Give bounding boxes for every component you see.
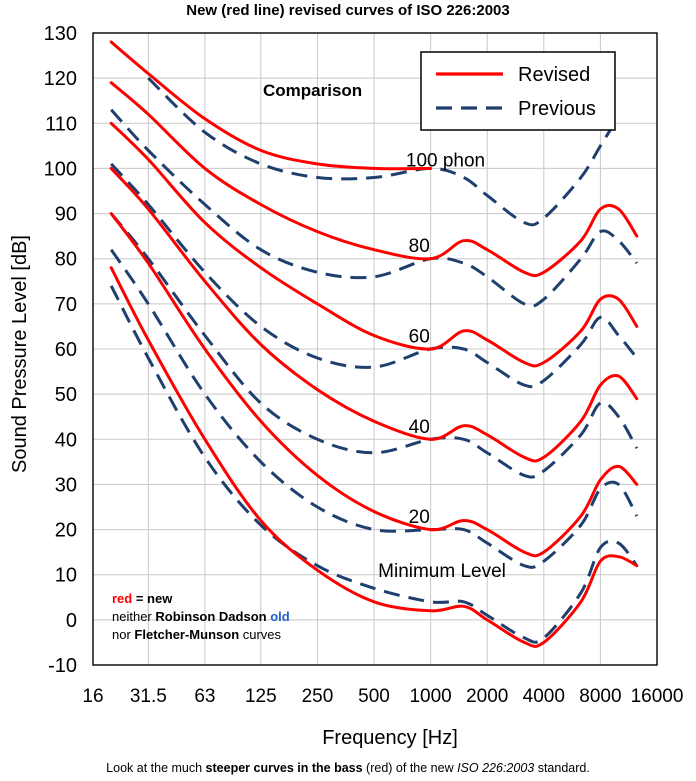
note-line2-bold: Robinson Dadson [155,609,266,624]
series-line-revised-80-phon [109,81,639,278]
curve-label: 40 [409,417,430,438]
y-tick-label: 120 [44,68,77,90]
legend-label-revised: Revised [518,64,590,86]
x-tick-label: 31.5 [130,686,167,707]
y-tick-label: 20 [55,520,77,542]
y-tick-label: -10 [48,655,77,677]
chart-title: Comparison [263,81,362,100]
x-tick-label: 16000 [631,686,684,707]
note-line3-pre: nor [112,627,134,642]
legend-note: red = new neither Robinson Dadson old nor … [112,591,290,642]
note-line2-old: old [267,609,290,624]
caption-bold: steeper curves in the bass [205,761,363,775]
y-tick-label: 0 [66,610,77,632]
x-tick-label: 2000 [466,686,508,707]
y-tick-label: 70 [55,294,77,316]
curve-label: 100 phon [406,150,485,171]
x-tick-label: 16 [82,686,103,707]
series-line-revised-60-phon [109,121,639,368]
y-tick-label: 80 [55,249,77,271]
x-tick-label: 125 [245,686,277,707]
y-tick-label: 40 [55,429,77,451]
x-tick-label: 8000 [579,686,621,707]
y-tick-label: 130 [44,23,77,45]
figure-title: New (red line) revised curves of ISO 226… [186,2,510,19]
y-axis-label: Sound Pressure Level [dB] [9,235,31,473]
curve-label: Minimum Level [378,561,506,582]
y-tick-label: 50 [55,384,77,406]
y-tick-label: 10 [55,565,77,587]
legend-box [420,51,616,131]
note-line3-post: curves [239,627,281,642]
series-line-revised-20-phon [109,212,639,558]
caption-mid: (red) of the new [362,761,458,775]
x-tick-label: 250 [302,686,334,707]
note-line3-bold: Fletcher-Munson [134,627,239,642]
note-line1: = new [132,591,173,606]
caption-post: standard. [534,761,590,775]
series-line-previous-60-phon [110,162,638,389]
x-tick-label: 63 [194,686,215,707]
series-line-previous-40-phon [110,212,639,479]
series-line-previous-100-phon [147,77,616,227]
curve-label: 60 [409,326,430,347]
x-tick-label: 500 [358,686,390,707]
series-line-revised-minimum-level [109,266,639,648]
y-tick-label: 90 [55,204,77,226]
note-line2-pre: neither [112,609,155,624]
plot-frame [92,32,658,666]
series-line-previous-20-phon [109,248,639,569]
series-line-previous-minimum-level [109,285,639,644]
legend-label-previous: Previous [518,98,596,120]
curve-label: 80 [409,236,430,257]
note-red-word: red [112,591,132,606]
y-tick-label: 60 [55,339,77,361]
x-tick-label: 1000 [409,686,451,707]
figure-caption: Look at the much steeper curves in the b… [0,759,696,777]
x-tick-label: 4000 [523,686,565,707]
caption-italic: ISO 226:2003 [457,761,535,775]
caption-pre: Look at the much [106,761,206,775]
x-axis-label: Frequency [Hz] [322,727,458,749]
y-tick-label: 30 [55,474,77,496]
series-line-revised-100-phon [109,40,433,171]
series-line-revised-40-phon [109,166,639,463]
curve-label: 20 [409,507,430,528]
y-tick-label: 110 [45,113,77,135]
y-tick-label: 100 [44,158,77,180]
